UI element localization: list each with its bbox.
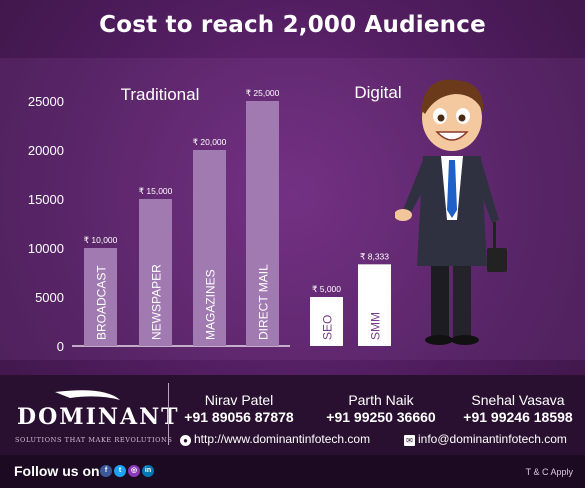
bar-category-label: SEO	[321, 315, 335, 340]
bottom-bar	[0, 455, 585, 488]
bar-newspaper	[139, 199, 172, 346]
y-tick-label: 20000	[28, 143, 64, 158]
contact-phone[interactable]: +91 99250 36660	[326, 409, 436, 425]
bar-category-label: NEWSPAPER	[150, 264, 164, 340]
bar-seo	[310, 297, 343, 346]
group-label-traditional: Traditional	[121, 85, 200, 104]
instagram-icon[interactable]: ◎	[128, 465, 140, 477]
contact-phone[interactable]: +91 99246 18598	[463, 409, 573, 425]
twitter-icon[interactable]: t	[114, 465, 126, 477]
facebook-icon[interactable]: f	[100, 465, 112, 477]
email-text: info@dominantinfotech.com	[418, 432, 567, 446]
y-tick-label: 5000	[35, 290, 64, 305]
bar-category-label: DIRECT MAIL	[257, 264, 271, 340]
logo-tagline: SOLUTIONS THAT MAKE REVOLUTIONS	[15, 436, 173, 444]
bar-magazines	[193, 150, 226, 346]
bar-value-label: ₹ 5,000	[312, 284, 341, 294]
bar-value-label: ₹ 8,333	[360, 251, 389, 261]
contact-3: Snehal Vasava +91 99246 18598	[456, 392, 580, 425]
page-title: Cost to reach 2,000 Audience	[99, 12, 486, 38]
bar-category-label: SMM	[369, 312, 383, 340]
contact-2: Parth Naik +91 99250 36660	[318, 392, 444, 425]
bar-smm	[358, 264, 391, 346]
group-label-digital: Digital	[354, 83, 401, 102]
globe-icon: ●	[180, 435, 191, 446]
bar-chart: 0 5000 10000 15000 20000 25000 Traditional Digi…	[28, 83, 402, 354]
contact-name: Parth Naik	[348, 392, 414, 408]
dominant-logo-mark	[55, 390, 120, 400]
y-tick-label: 10000	[28, 241, 64, 256]
bar-category-label: MAGAZINES	[204, 269, 218, 340]
businessman-illustration	[395, 79, 507, 345]
contact-name: Nirav Patel	[204, 392, 274, 408]
follow-label: Follow us on :	[14, 463, 109, 479]
y-tick-label: 25000	[28, 94, 64, 109]
email-link[interactable]: ✉ info@dominantinfotech.com	[404, 432, 567, 446]
bar-value-label: ₹ 10,000	[84, 235, 118, 245]
bar-category-label: BROADCAST	[95, 265, 109, 340]
bar-broadcast	[84, 248, 117, 346]
bar-direct-mail	[246, 101, 279, 346]
bar-value-label: ₹ 15,000	[139, 186, 173, 196]
bar-value-label: ₹ 25,000	[246, 88, 280, 98]
website-text: http://www.dominantinfotech.com	[194, 432, 371, 446]
contact-1: Nirav Patel +91 89056 87878	[180, 392, 298, 425]
logo-name: DOMINANT	[17, 404, 180, 430]
y-tick-label: 0	[57, 339, 64, 354]
social-icons: f t ◎ in	[100, 465, 156, 483]
linkedin-icon[interactable]: in	[142, 465, 154, 477]
footer	[0, 375, 585, 455]
y-tick-label: 15000	[28, 192, 64, 207]
envelope-icon: ✉	[404, 435, 415, 446]
footer-divider	[168, 383, 169, 445]
terms-note: T & C Apply	[525, 467, 573, 477]
bar-value-label: ₹ 20,000	[193, 137, 227, 147]
website-link[interactable]: ● http://www.dominantinfotech.com	[180, 432, 370, 446]
contact-phone[interactable]: +91 89056 87878	[184, 409, 294, 425]
contact-name: Snehal Vasava	[471, 392, 565, 408]
